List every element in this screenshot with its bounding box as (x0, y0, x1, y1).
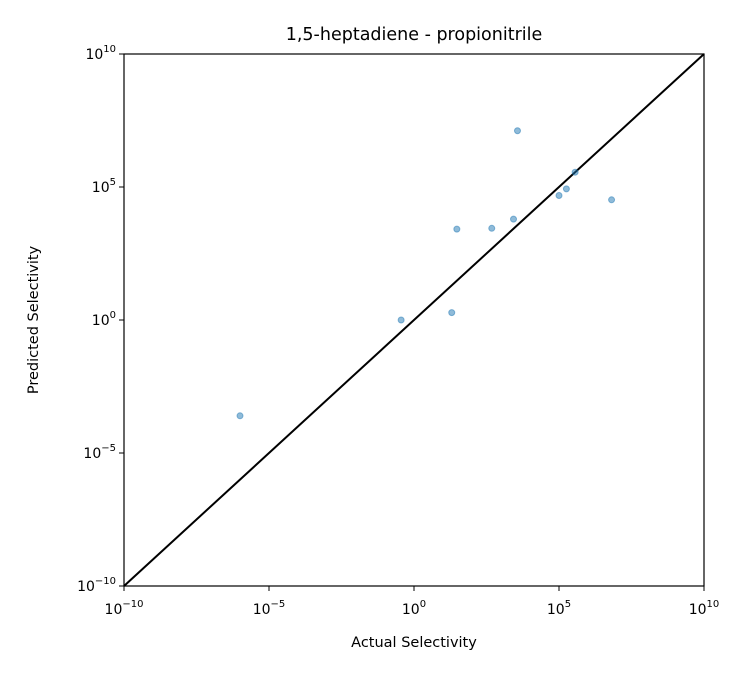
y-tick-label: 10−10 (77, 576, 116, 595)
data-point (513, 127, 521, 135)
data-point (562, 185, 570, 193)
reference-line (123, 53, 705, 587)
chart-title: 1,5-heptadiene - propionitrile (286, 25, 543, 45)
data-point (236, 412, 244, 420)
x-axis-label: Actual Selectivity (351, 635, 477, 651)
x-tick-label: 10−10 (105, 599, 144, 618)
x-tick-label: 10−5 (253, 599, 286, 618)
data-point (555, 191, 563, 199)
y-axis-label: Predicted Selectivity (26, 245, 42, 394)
data-point (488, 224, 496, 232)
data-point (571, 168, 579, 176)
data-point (510, 215, 518, 223)
y-tick-label: 1010 (85, 44, 116, 63)
data-point (608, 196, 616, 204)
x-tick-label: 1010 (689, 599, 720, 618)
y-tick-label: 100 (92, 310, 116, 329)
x-tick-label: 105 (547, 599, 571, 618)
plot-area: 10−10 10−5 100 105 1010 10−10 10−5 100 105 1010 (77, 44, 719, 618)
data-point (453, 225, 461, 233)
x-tick-label: 100 (402, 599, 426, 618)
data-point (397, 316, 405, 324)
data-point (448, 309, 456, 317)
y-tick-label: 105 (92, 177, 116, 196)
y-tick-label: 10−5 (83, 443, 116, 462)
